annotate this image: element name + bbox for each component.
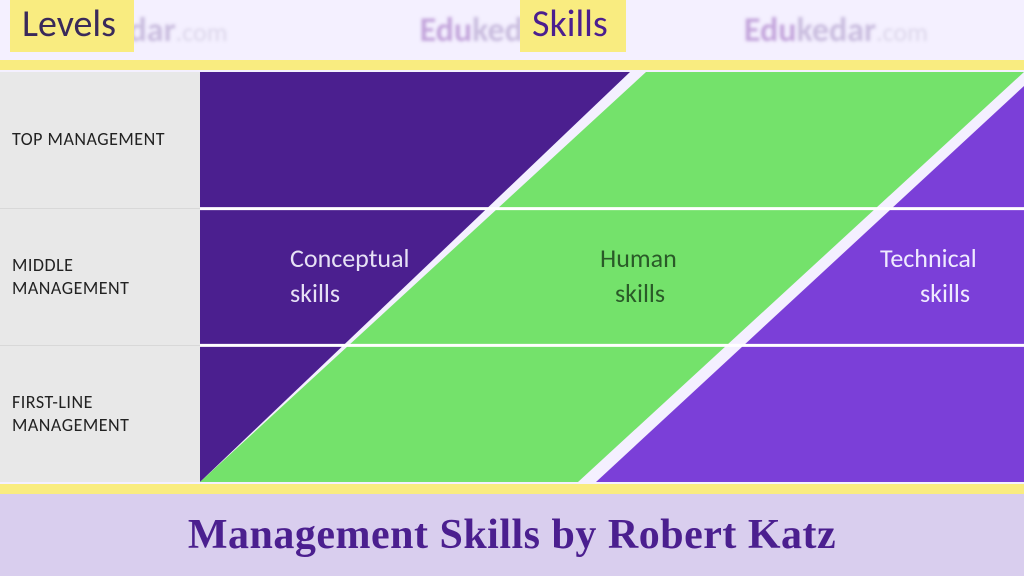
level-top-label: TOP MANAGEMENT — [12, 128, 165, 151]
label-human-2: skills — [615, 277, 665, 309]
header: Levels Skills — [0, 0, 1024, 60]
label-technical-2: skills — [920, 277, 970, 309]
label-conceptual-2: skills — [290, 277, 340, 309]
skills-area: Conceptual skills Human skills Technical… — [200, 72, 1024, 482]
level-top: TOP MANAGEMENT — [0, 72, 200, 209]
chart: TOP MANAGEMENT MIDDLE MANAGEMENT FIRST-L… — [0, 72, 1024, 482]
level-middle: MIDDLE MANAGEMENT — [0, 209, 200, 346]
header-skills-label: Skills — [520, 0, 626, 52]
label-conceptual-1: Conceptual — [290, 242, 410, 274]
level-firstline-label: FIRST-LINE MANAGEMENT — [12, 391, 188, 438]
footer: Management Skills by Robert Katz — [0, 494, 1024, 576]
divider-top — [0, 60, 1024, 70]
skills-svg: Conceptual skills Human skills Technical… — [200, 72, 1024, 482]
level-middle-label: MIDDLE MANAGEMENT — [12, 254, 188, 301]
divider-bottom — [0, 484, 1024, 494]
label-technical-1: Technical — [880, 242, 977, 274]
levels-column: TOP MANAGEMENT MIDDLE MANAGEMENT FIRST-L… — [0, 72, 200, 482]
footer-title: Management Skills by Robert Katz — [188, 511, 836, 559]
level-firstline: FIRST-LINE MANAGEMENT — [0, 346, 200, 482]
label-human-1: Human — [600, 242, 677, 274]
header-levels-label: Levels — [10, 0, 134, 52]
